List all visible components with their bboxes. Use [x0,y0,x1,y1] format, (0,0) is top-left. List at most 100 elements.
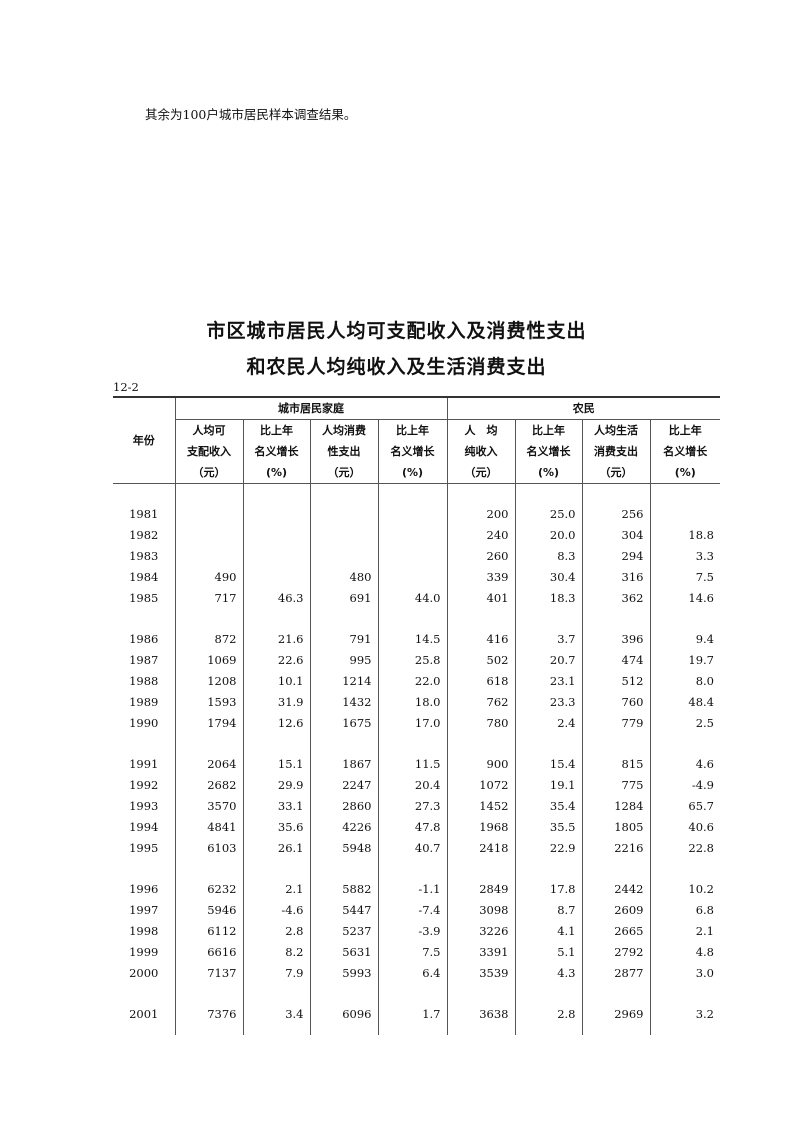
value-cell: 29.9 [242,775,310,796]
value-cell: 7376 [174,1004,243,1025]
value-cell: 21.6 [242,629,310,650]
value-cell: 3098 [446,900,515,921]
value-cell: 260 [446,546,515,567]
value-cell: 4.1 [514,921,582,942]
column-header: 比上年 名义增长 (%) [242,419,310,484]
value-cell: 1593 [174,692,243,713]
value-cell: 316 [581,567,650,588]
column-header-line: 性支出 [327,445,361,458]
value-cell: 31.9 [242,692,310,713]
value-cell: 8.7 [514,900,582,921]
spacer-row [113,609,720,629]
value-cell: 1214 [309,671,378,692]
value-cell: 2216 [581,838,650,859]
value-cell: 25.0 [514,504,582,525]
value-cell: 7137 [174,963,243,984]
value-cell: 900 [446,754,515,775]
column-header-line: 消费支出 [594,445,638,458]
spacer-row [113,1025,720,1035]
column-header-line: 名义增长 [663,445,708,458]
spacer-row [113,859,720,879]
value-cell [242,504,310,525]
value-cell: 17.0 [377,713,447,734]
value-cell [377,546,447,567]
value-cell: 6232 [174,879,243,900]
value-cell: -3.9 [377,921,447,942]
value-cell: 872 [174,629,243,650]
value-cell: 10.1 [242,671,310,692]
header-urban-group: 城市居民家庭 [174,397,447,420]
value-cell: 2877 [581,963,650,984]
value-cell: 6103 [174,838,243,859]
header-year: 年份 [132,434,155,447]
column-header-line: （元） [599,466,633,479]
table-row: 1984 490 480 339 30.4 316 7.5 [113,567,720,588]
value-cell: 304 [581,525,650,546]
table-row: 1983 260 8.3 294 3.3 [113,546,720,567]
value-cell: 3.7 [514,629,582,650]
value-cell: 5993 [309,963,378,984]
table-row: 1985 717 46.3 691 44.0 401 18.3 362 14.6 [113,588,720,609]
value-cell: 396 [581,629,650,650]
column-header-line: 比上年 [532,424,565,437]
value-cell: 1675 [309,713,378,734]
value-cell: 200 [446,504,515,525]
year-cell: 1987 [129,653,159,667]
column-header: 人均消费 性支出 （元） [309,419,378,484]
value-cell: 3539 [446,963,515,984]
value-cell: 44.0 [377,588,447,609]
value-cell: 6616 [174,942,243,963]
value-cell: 40.6 [649,817,720,838]
value-cell: 779 [581,713,650,734]
value-cell: 18.3 [514,588,582,609]
value-cell: 2.1 [242,879,310,900]
value-cell: 6.8 [649,900,720,921]
value-cell: 20.4 [377,775,447,796]
table-row: 1989 1593 31.9 1432 18.0 762 23.3 760 48.4 [113,692,720,713]
year-cell: 1989 [129,695,159,709]
value-cell: 474 [581,650,650,671]
table-row: 1996 6232 2.1 5882 -1.1 2849 17.8 2442 10.2 [113,879,720,900]
value-cell: 691 [309,588,378,609]
value-cell: 8.3 [514,546,582,567]
value-cell: 512 [581,671,650,692]
value-cell: 2.1 [649,921,720,942]
value-cell: 815 [581,754,650,775]
value-cell: 401 [446,588,515,609]
value-cell: 7.5 [377,942,447,963]
value-cell: 362 [581,588,650,609]
column-header-line: (%) [265,466,288,479]
value-cell: 11.5 [377,754,447,775]
column-header-line: 名义增长 [254,445,299,458]
value-cell: 20.0 [514,525,582,546]
value-cell: 2.5 [649,713,720,734]
value-cell: 9.4 [649,629,720,650]
value-cell: 5237 [309,921,378,942]
value-cell: 1432 [309,692,378,713]
table-row: 1999 6616 8.2 5631 7.5 3391 5.1 2792 4.8 [113,942,720,963]
column-header: 人均可 支配收入 （元） [174,419,243,484]
value-cell: 7.5 [649,567,720,588]
column-header: 比上年 名义增长 (%) [377,419,447,484]
value-cell [377,504,447,525]
year-cell: 1995 [129,841,159,855]
income-table: 年份 城市居民家庭 农民 人均可 支配收入 （元） 比上年 名义增长 (%) 人均消费 性支出… [113,396,720,1035]
value-cell: 4.3 [514,963,582,984]
column-header-line: 名义增长 [526,445,571,458]
value-cell: 15.1 [242,754,310,775]
column-header-line: （元） [464,466,498,479]
value-cell: 22.6 [242,650,310,671]
value-cell: 4226 [309,817,378,838]
value-cell: 1452 [446,796,515,817]
value-cell [309,546,378,567]
value-cell: 2609 [581,900,650,921]
value-cell: 256 [581,504,650,525]
value-cell: -1.1 [377,879,447,900]
value-cell: 7.9 [242,963,310,984]
value-cell: 1.7 [377,1004,447,1025]
value-cell: 22.0 [377,671,447,692]
value-cell [174,525,243,546]
table-row: 1994 4841 35.6 4226 47.8 1968 35.5 1805 40.6 [113,817,720,838]
value-cell: 5882 [309,879,378,900]
value-cell: 502 [446,650,515,671]
